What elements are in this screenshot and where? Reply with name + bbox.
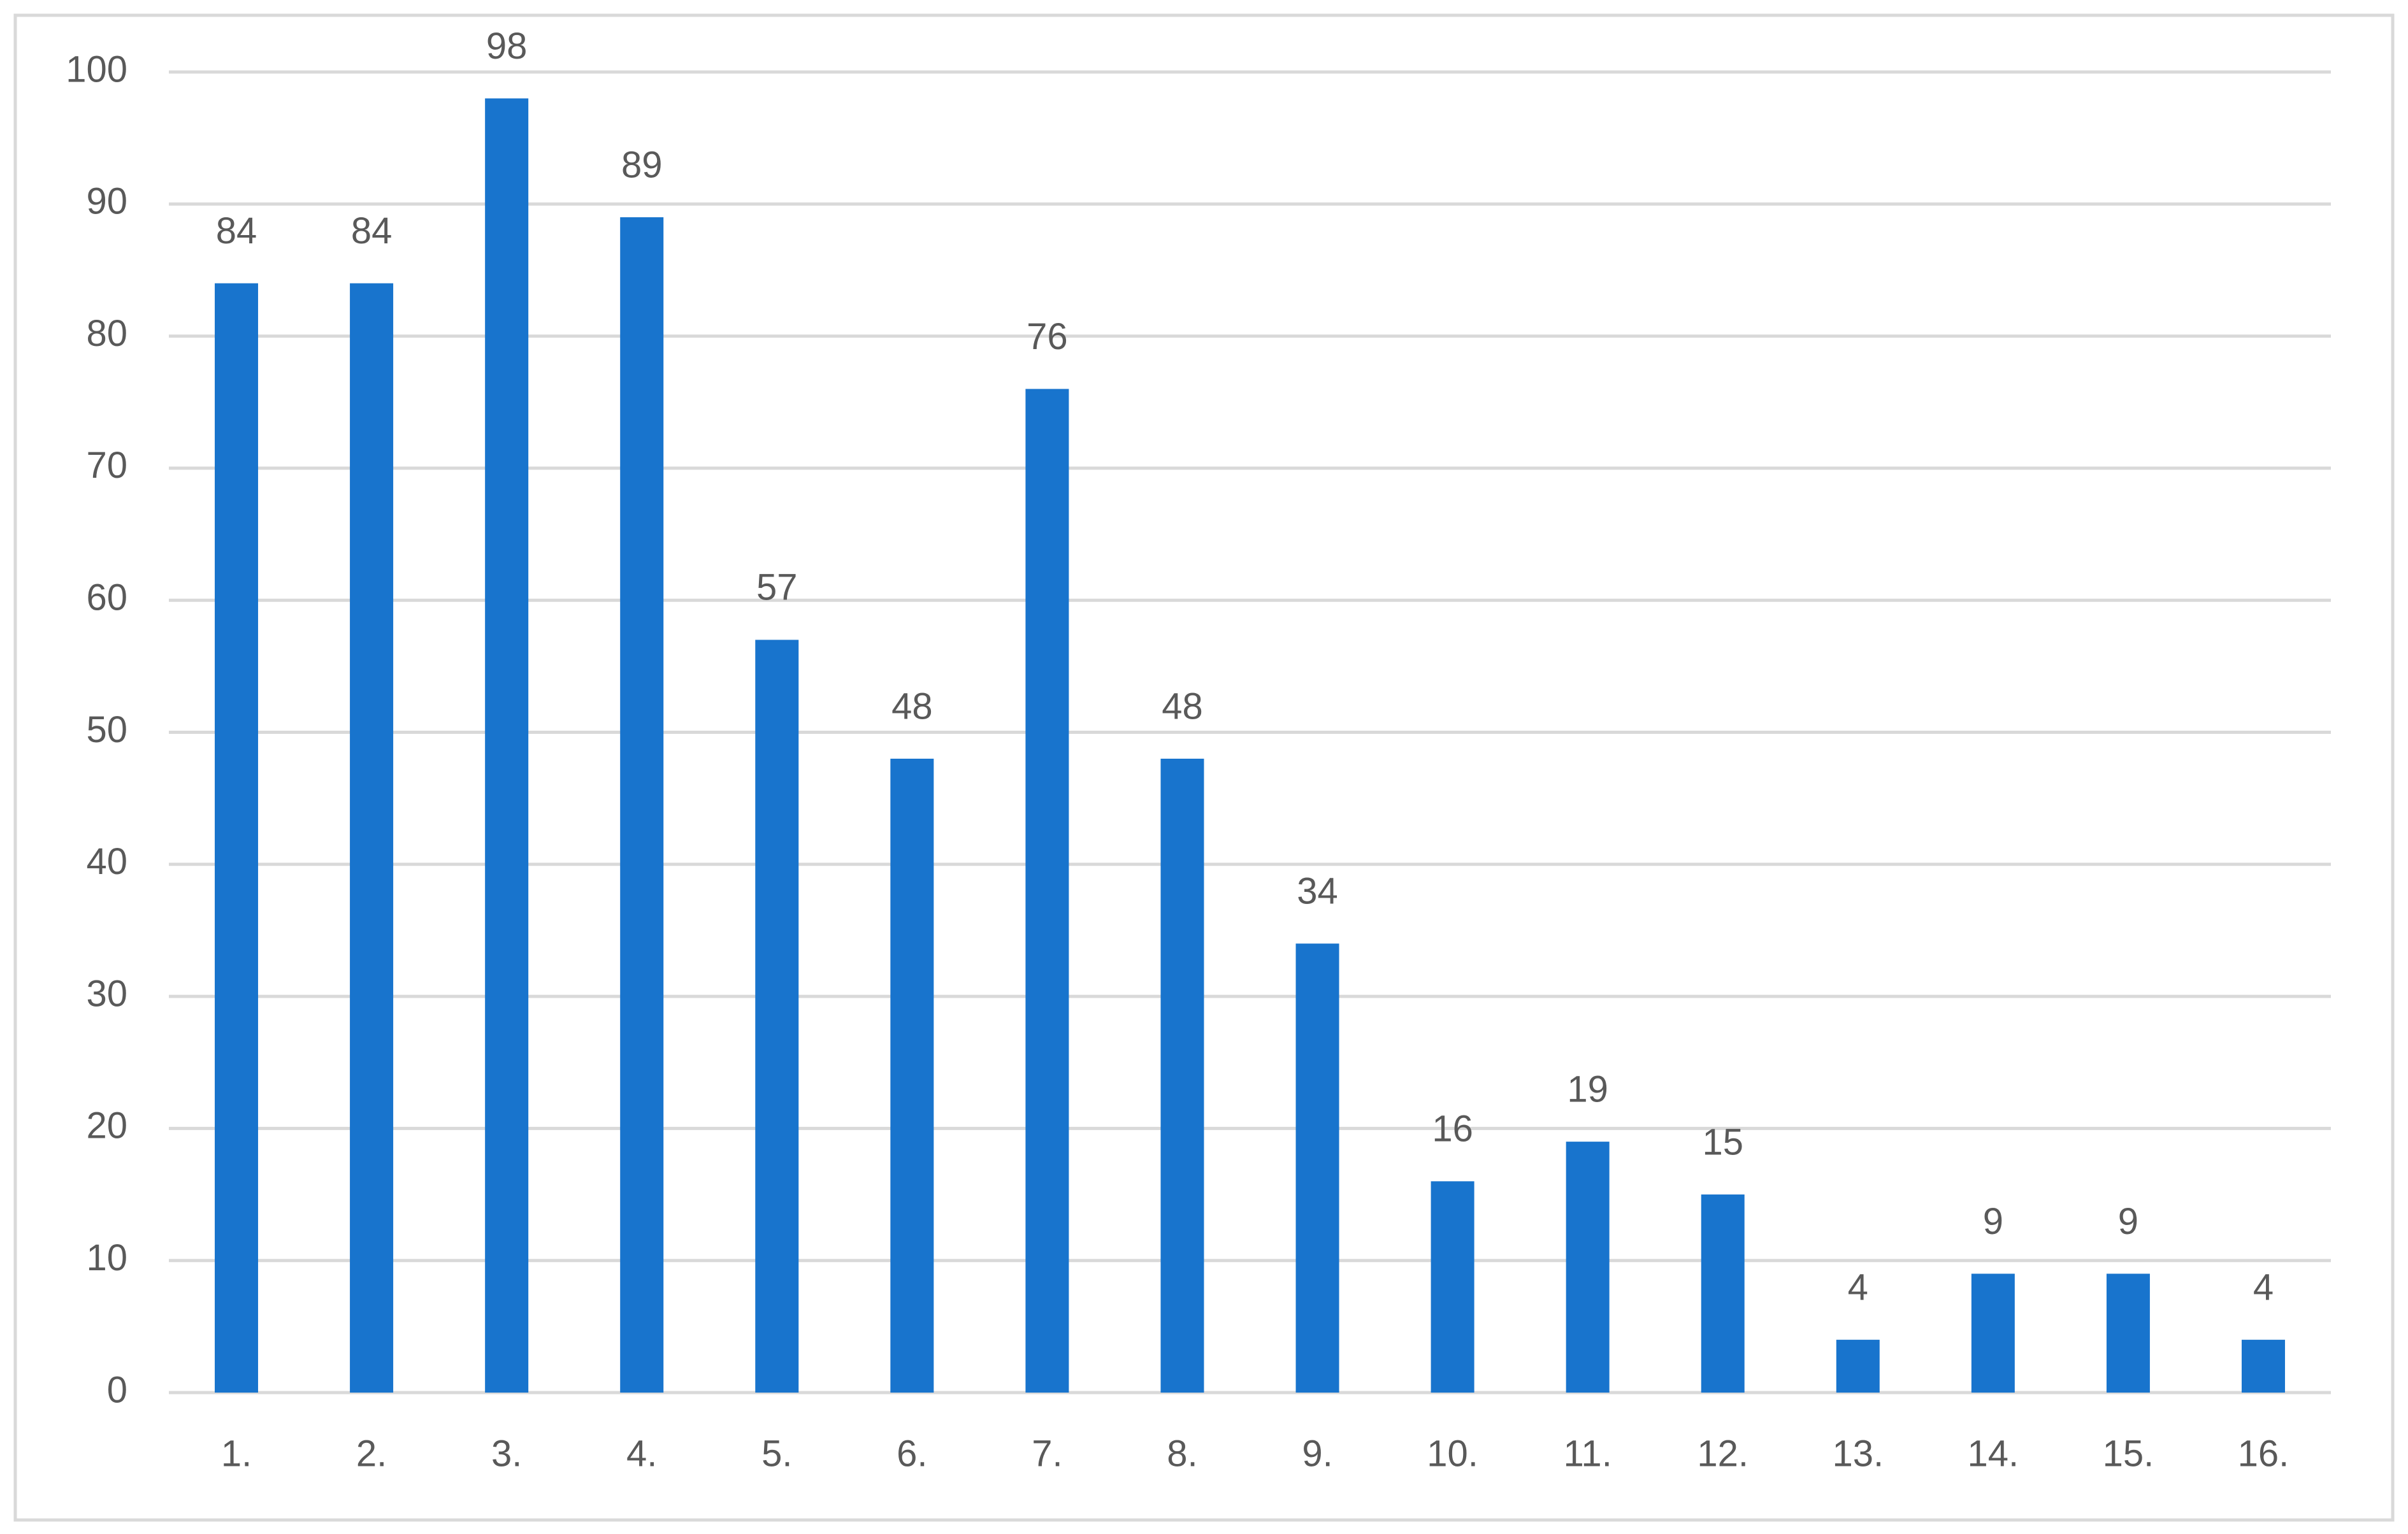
bar <box>485 98 529 1393</box>
bar <box>1836 1340 1880 1393</box>
bar <box>2106 1273 2150 1393</box>
bar <box>755 640 799 1393</box>
bar <box>1971 1273 2015 1393</box>
y-tick-label: 10 <box>86 1237 127 1279</box>
x-tick-label: 7. <box>1032 1433 1062 1474</box>
data-label: 84 <box>351 210 393 252</box>
x-tick-label: 6. <box>897 1433 927 1474</box>
data-label: 9 <box>2118 1201 2138 1242</box>
y-tick-label: 40 <box>86 841 127 882</box>
data-label: 9 <box>1983 1201 2003 1242</box>
y-tick-label: 30 <box>86 973 127 1014</box>
x-tick-label: 5. <box>761 1433 792 1474</box>
x-tick-label: 15. <box>2103 1433 2154 1474</box>
x-tick-label: 4. <box>626 1433 657 1474</box>
bar <box>1566 1142 1610 1393</box>
y-tick-label: 20 <box>86 1105 127 1147</box>
bar <box>1160 758 1204 1393</box>
x-tick-label: 8. <box>1167 1433 1197 1474</box>
bar <box>890 758 934 1393</box>
bar <box>2241 1340 2285 1393</box>
y-tick-label: 50 <box>86 709 127 750</box>
data-label: 48 <box>1162 685 1203 727</box>
data-label: 48 <box>891 685 933 727</box>
x-tick-label: 11. <box>1563 1433 1611 1474</box>
x-tick-label: 2. <box>356 1433 387 1474</box>
y-tick-label: 0 <box>107 1369 127 1410</box>
bar <box>350 283 394 1393</box>
data-label: 34 <box>1297 871 1338 912</box>
x-tick-label: 14. <box>1968 1433 2019 1474</box>
x-tick-label: 10. <box>1427 1433 1478 1474</box>
data-label: 89 <box>621 144 663 185</box>
bar <box>1295 943 1339 1393</box>
data-label: 57 <box>756 567 798 608</box>
x-tick-label: 9. <box>1302 1433 1332 1474</box>
chart-border <box>13 13 2395 1522</box>
data-label: 19 <box>1567 1068 1608 1110</box>
data-label: 4 <box>2253 1266 2274 1308</box>
x-tick-label: 3. <box>491 1433 522 1474</box>
data-label: 15 <box>1702 1121 1743 1163</box>
bar <box>620 217 664 1393</box>
x-tick-label: 1. <box>221 1433 252 1474</box>
bar <box>215 283 259 1393</box>
data-label: 4 <box>1848 1266 1868 1308</box>
x-tick-label: 16. <box>2238 1433 2289 1474</box>
x-tick-label: 13. <box>1832 1433 1884 1474</box>
y-tick-label: 90 <box>86 181 127 222</box>
x-tick-label: 12. <box>1697 1433 1748 1474</box>
y-tick-label: 60 <box>86 577 127 619</box>
bar <box>1431 1181 1474 1393</box>
data-label: 76 <box>1027 316 1068 357</box>
bar <box>1025 389 1069 1393</box>
data-label: 84 <box>216 210 257 252</box>
data-label: 16 <box>1432 1108 1473 1150</box>
y-tick-label: 70 <box>86 445 127 486</box>
y-tick-label: 100 <box>66 48 127 90</box>
y-tick-label: 80 <box>86 313 127 354</box>
bar <box>1701 1194 1745 1393</box>
data-label: 98 <box>486 25 528 67</box>
